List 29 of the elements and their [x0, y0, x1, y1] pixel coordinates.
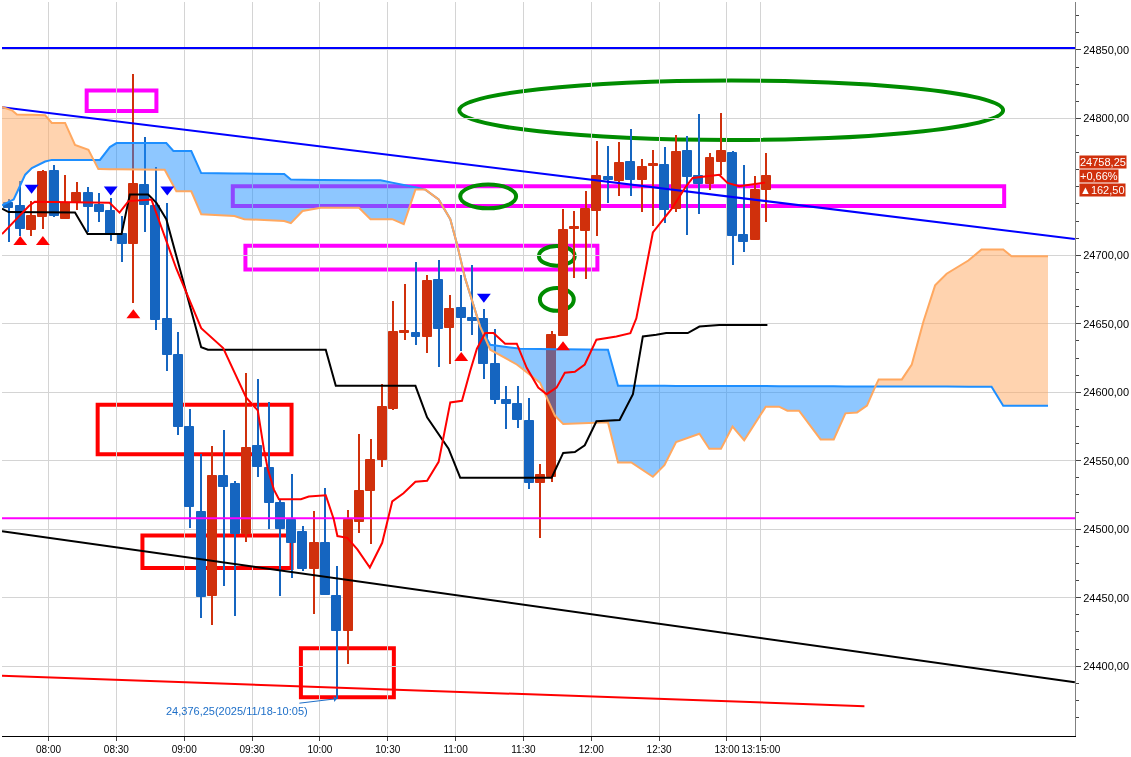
candlestick — [218, 430, 228, 586]
x-tick-label: 11:00 — [443, 744, 469, 755]
x-tick-label: 12:30 — [646, 744, 673, 755]
y-tick-label: 24700,00 — [1083, 249, 1130, 262]
annotation: 24,376,25(2025/11/18-10:05) — [166, 705, 308, 717]
x-tick-label: 08:30 — [103, 744, 130, 755]
x-tick-label: 09:30 — [239, 744, 266, 755]
x-tick-label: 13:00 — [714, 744, 740, 755]
text: +0,66% — [1080, 170, 1118, 182]
x-tick-label: 11:30 — [511, 744, 537, 755]
candlestick — [411, 262, 420, 345]
x-tick-label: 10:00 — [307, 744, 333, 755]
y-tick-label: 24400,00 — [1083, 660, 1130, 673]
x-tick-label: 08:00 — [36, 744, 62, 755]
y-tick-label: 24850,00 — [1083, 43, 1130, 56]
y-tick-label: 24550,00 — [1083, 454, 1130, 467]
x-tick-label: 09:00 — [171, 744, 198, 755]
y-tick-label: 24800,00 — [1083, 112, 1130, 125]
line-series — [2, 106, 1049, 478]
y-tick-label: 24650,00 — [1083, 317, 1130, 330]
candlestick — [648, 150, 658, 226]
y-tick-label: 24600,00 — [1083, 386, 1130, 399]
x-tick-label: 13:15:00 — [741, 744, 781, 755]
x-tick-label: 10:30 — [375, 744, 401, 755]
x-tick-label: 12:00 — [578, 744, 605, 755]
text: ▲162,50 — [1080, 184, 1125, 196]
y-tick-label: 24500,00 — [1083, 523, 1130, 536]
y-tick-label: 24450,00 — [1083, 591, 1130, 604]
text: 24758,25 — [1080, 156, 1126, 168]
